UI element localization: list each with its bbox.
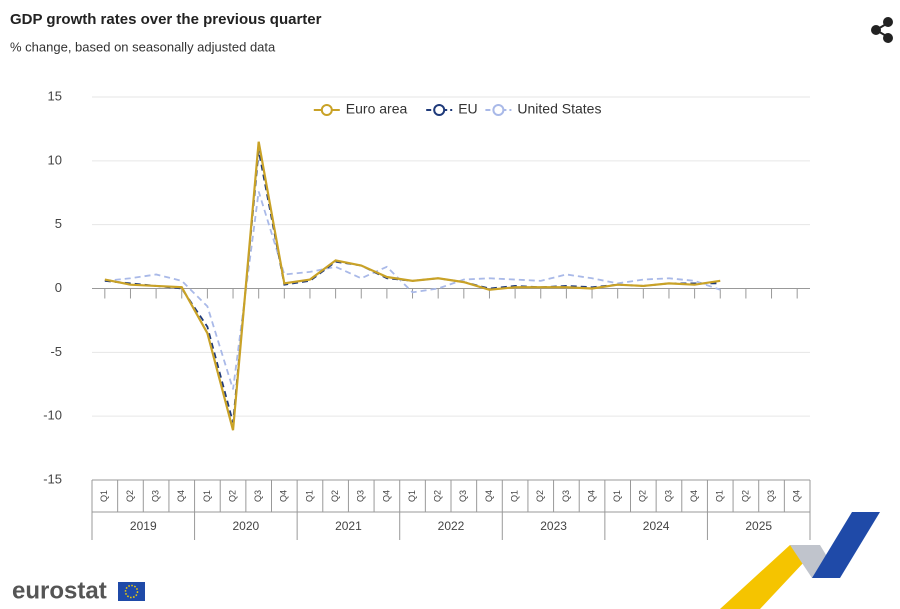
x-tick-label: Q3 [663, 490, 673, 502]
share-icon[interactable] [871, 17, 893, 43]
legend-label: EU [458, 101, 477, 117]
x-tick-label: Q2 [433, 490, 443, 502]
x-tick-label: Q1 [202, 490, 212, 502]
brand-logo: eurostat [12, 577, 107, 604]
legend-marker [320, 104, 333, 116]
series-line [104, 141, 721, 431]
year-label: 2024 [643, 519, 670, 533]
year-label: 2025 [745, 519, 772, 533]
x-tick-label: Q4 [279, 490, 289, 502]
eu-flag [118, 582, 145, 601]
legend-marker [433, 104, 446, 116]
x-tick-label: Q1 [407, 490, 417, 502]
x-tick-label: Q4 [176, 490, 186, 502]
legend-label: United States [517, 101, 601, 117]
x-tick-label: Q3 [356, 490, 366, 502]
year-label: 2022 [438, 519, 465, 533]
decoration [720, 512, 880, 609]
x-tick-label: Q2 [638, 490, 648, 502]
y-tick-label: -10 [43, 408, 62, 423]
y-tick-label: 0 [55, 280, 62, 295]
x-tick-label: Q1 [715, 490, 725, 502]
x-tick-label: Q4 [484, 490, 494, 502]
series-line [104, 150, 721, 423]
x-tick-label: Q3 [253, 490, 263, 502]
x-tick-label: Q1 [612, 490, 622, 502]
year-label: 2021 [335, 519, 362, 533]
y-tick-label: -5 [50, 344, 62, 359]
x-tick-label: Q4 [689, 490, 699, 502]
x-tick-label: Q1 [509, 490, 519, 502]
x-tick-label: Q4 [586, 490, 596, 502]
x-tick-label: Q4 [792, 490, 802, 502]
y-tick-label: -15 [43, 471, 62, 486]
y-tick-label: 15 [48, 88, 62, 103]
legend-label: Euro area [346, 101, 408, 117]
year-label: 2020 [233, 519, 260, 533]
x-tick-label: Q3 [150, 490, 160, 502]
x-tick-label: Q1 [99, 490, 109, 502]
legend-marker [492, 104, 505, 116]
x-tick-label: Q2 [125, 490, 135, 502]
x-tick-label: Q4 [381, 490, 391, 502]
x-tick-label: Q3 [458, 490, 468, 502]
y-tick-label: 5 [55, 216, 62, 231]
x-tick-label: Q3 [561, 490, 571, 502]
x-tick-label: Q1 [304, 490, 314, 502]
chart-subtitle: % change, based on seasonally adjusted d… [10, 39, 276, 54]
year-label: 2023 [540, 519, 567, 533]
legend: Euro area EU United States [313, 101, 601, 117]
x-tick-label: Q2 [535, 490, 545, 502]
year-label: 2019 [130, 519, 157, 533]
y-tick-label: 10 [48, 152, 62, 167]
chart-title: GDP growth rates over the previous quart… [10, 11, 322, 28]
x-tick-label: Q2 [740, 490, 750, 502]
x-tick-label: Q2 [330, 490, 340, 502]
x-tick-label: Q2 [227, 490, 237, 502]
series-line [104, 191, 721, 390]
x-tick-label: Q3 [766, 490, 776, 502]
